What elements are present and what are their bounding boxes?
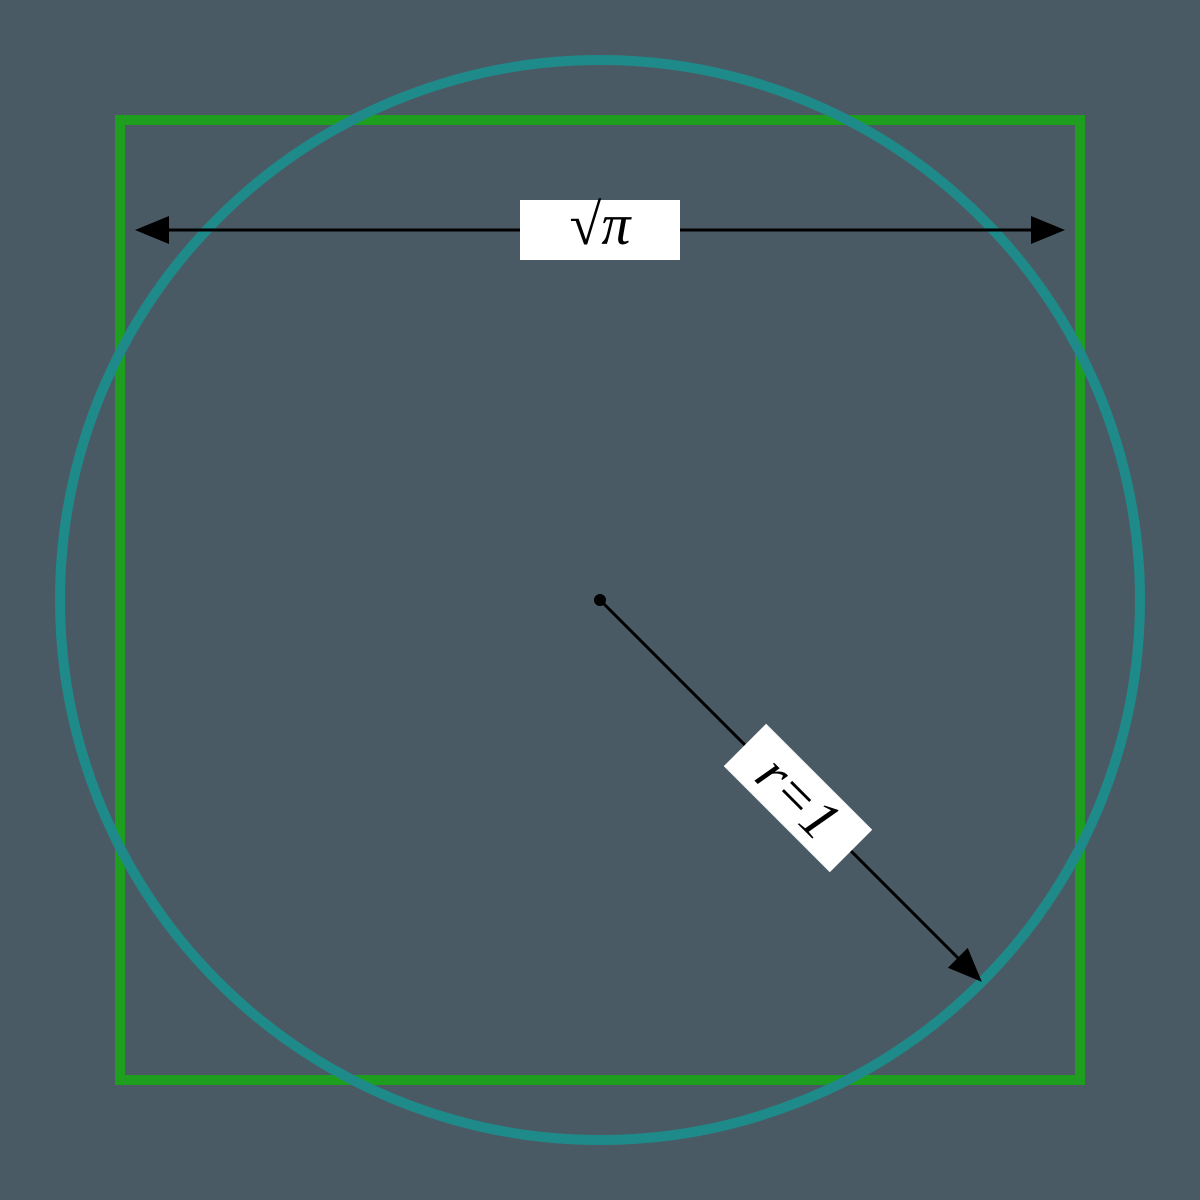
sqrt-pi-label: √π bbox=[570, 192, 633, 257]
diagram-canvas: √πr=1 bbox=[0, 0, 1200, 1200]
